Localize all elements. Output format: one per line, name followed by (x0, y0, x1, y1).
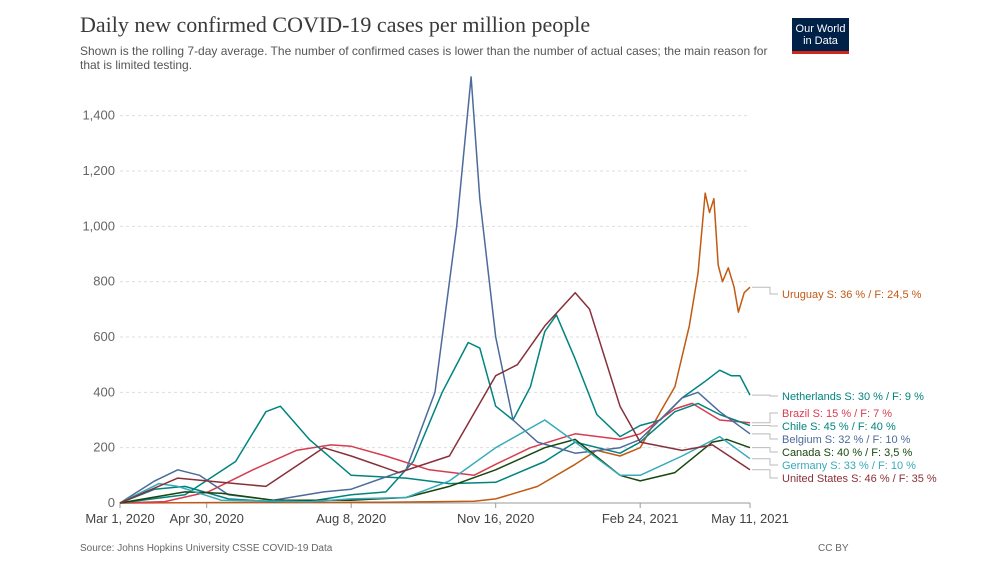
series-annotation: S: 30 % / F: 9 % (841, 391, 924, 403)
series-annotation: S: 32 % / F: 10 % (822, 434, 911, 446)
series-line-belgium (119, 76, 751, 504)
series-line-united-states (119, 291, 751, 504)
y-tick-label: 0 (108, 495, 115, 510)
series-annotation: S: 45 % / F: 40 % (807, 421, 896, 433)
series-line-brazil (119, 402, 751, 504)
logo-line-1: Our World (795, 23, 846, 35)
x-tick-label: Apr 30, 2020 (169, 511, 243, 526)
x-tick-label: May 11, 2021 (711, 511, 789, 526)
series-name: United States (782, 473, 849, 485)
series-lines (119, 76, 751, 504)
series-line-germany (119, 419, 751, 504)
chart-title: Daily new confirmed COVID-19 cases per m… (80, 12, 591, 37)
label-connector (752, 286, 778, 295)
y-axis-ticks: 0 200 400 600 800 1,000 1,200 1,400 (82, 108, 115, 510)
series-name: Netherlands (782, 391, 842, 403)
source-note[interactable]: Source: Johns Hopkins University CSSE CO… (80, 543, 333, 554)
owid-logo[interactable]: Our World in Data (792, 18, 849, 54)
logo-line-2: in Data (803, 35, 838, 47)
series-label-chile: Chile S: 45 % / F: 40 % (782, 421, 896, 433)
series-label-brazil: Brazil S: 15 % / F: 7 % (782, 408, 892, 420)
series-name: Uruguay (782, 289, 824, 301)
label-connector (752, 447, 778, 453)
series-label-canada: Canada S: 40 % / F: 3,5 % (782, 447, 912, 459)
series-line-uruguay (119, 192, 751, 504)
label-connector (752, 412, 778, 424)
series-name: Belgium (782, 434, 822, 446)
series-name: Germany (782, 460, 828, 472)
series-name: Canada (782, 447, 821, 459)
x-tick-label: Nov 16, 2020 (457, 511, 534, 526)
series-label-belgium: Belgium S: 32 % / F: 10 % (782, 434, 911, 446)
series-label-uruguay: Uruguay S: 36 % / F: 24,5 % (782, 289, 922, 301)
y-tick-label: 200 (93, 440, 115, 455)
series-name: Brazil (782, 408, 810, 420)
logo-accent-bar (792, 51, 849, 54)
series-annotation: S: 36 % / F: 24,5 % (824, 289, 922, 301)
label-connector (752, 469, 778, 479)
series-annotation: S: 40 % / F: 3,5 % (821, 447, 913, 459)
y-tick-label: 1,400 (82, 108, 115, 123)
label-connector (752, 433, 778, 440)
chart-subtitle: Shown is the rolling 7-day average. The … (80, 44, 768, 72)
x-tick-label: Mar 1, 2020 (85, 511, 154, 526)
series-name: Chile (782, 421, 807, 433)
y-tick-label: 600 (93, 329, 115, 344)
y-tick-label: 800 (93, 274, 115, 289)
label-connector (752, 458, 778, 466)
series-annotation: S: 33 % / F: 10 % (827, 460, 916, 472)
label-connector (752, 394, 778, 397)
series-line-canada (119, 438, 751, 504)
x-tick-label: Aug 8, 2020 (316, 511, 386, 526)
x-tick-label: Feb 24, 2021 (602, 511, 679, 526)
series-label-united-states: United States S: 46 % / F: 35 % (782, 473, 937, 485)
x-axis-ticks: Mar 1, 2020 Apr 30, 2020 Aug 8, 2020 Nov 16… (85, 503, 789, 526)
series-line-chile (119, 402, 751, 504)
series-end-labels: Uruguay S: 36 % / F: 24,5 % Netherlands S… (752, 286, 937, 485)
series-annotation: S: 46 % / F: 35 % (848, 473, 937, 485)
y-tick-label: 400 (93, 384, 115, 399)
series-annotation: S: 15 % / F: 7 % (810, 408, 893, 420)
y-tick-label: 1,200 (82, 163, 115, 178)
series-label-germany: Germany S: 33 % / F: 10 % (782, 460, 916, 472)
series-label-netherlands: Netherlands S: 30 % / F: 9 % (782, 391, 924, 403)
license-link[interactable]: CC BY (818, 543, 849, 554)
y-tick-label: 1,000 (82, 218, 115, 233)
